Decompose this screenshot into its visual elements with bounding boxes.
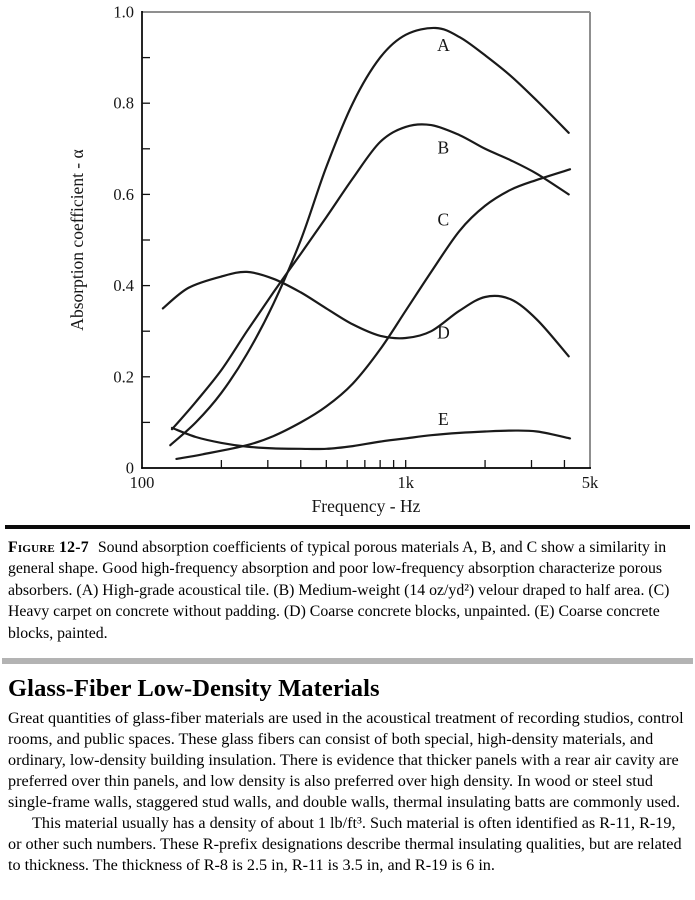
y-tick-label-0.8: 0.8 [113, 94, 134, 113]
absorption-chart: 100 1k 5k 0 0.2 0.4 0.6 0.8 1.0 Frequency - Hz Abs… [67, 3, 599, 517]
y-axis-title: Absorption coefficient - α [67, 149, 87, 330]
curve-C [175, 168, 572, 460]
x-tick-label-1k: 1k [397, 473, 414, 492]
curve-label-A: A [437, 35, 450, 55]
section-heading: Glass-Fiber Low-Density Materials [8, 675, 380, 703]
body-paragraph-2: This material usually has a density of a… [8, 814, 682, 874]
curve-label-E: E [438, 409, 449, 429]
curve-D [161, 270, 570, 358]
y-tick-label-0.6: 0.6 [113, 185, 134, 204]
body-paragraph-1: Great quantities of glass-fiber material… [8, 709, 684, 812]
y-tick-label-0.2: 0.2 [113, 367, 134, 386]
x-axis-title: Frequency - Hz [312, 496, 421, 516]
y-tick-label-0: 0 [126, 459, 134, 478]
curve-E [170, 426, 572, 451]
curve-label-B: B [438, 137, 450, 157]
figure-caption-label: Figure 12-7 [8, 538, 89, 556]
figure-12-7: 100 1k 5k 0 0.2 0.4 0.6 0.8 1.0 Frequency - Hz Abs… [67, 3, 599, 517]
curve-A [169, 26, 570, 447]
section-divider-bar [2, 658, 693, 665]
curve-label-D: D [437, 323, 450, 343]
curve-B [170, 123, 570, 431]
x-tick-label-100: 100 [130, 473, 155, 492]
figure-caption: Figure 12-7 Sound absorption coefficients… [8, 537, 687, 645]
y-tick-label-1.0: 1.0 [113, 3, 134, 22]
curve-label-C: C [438, 209, 450, 229]
figure-caption-text: Sound absorption coefficients of typical… [8, 538, 670, 642]
x-tick-label-5k: 5k [582, 473, 599, 492]
y-tick-label-0.4: 0.4 [113, 276, 134, 295]
caption-top-rule [5, 525, 690, 529]
